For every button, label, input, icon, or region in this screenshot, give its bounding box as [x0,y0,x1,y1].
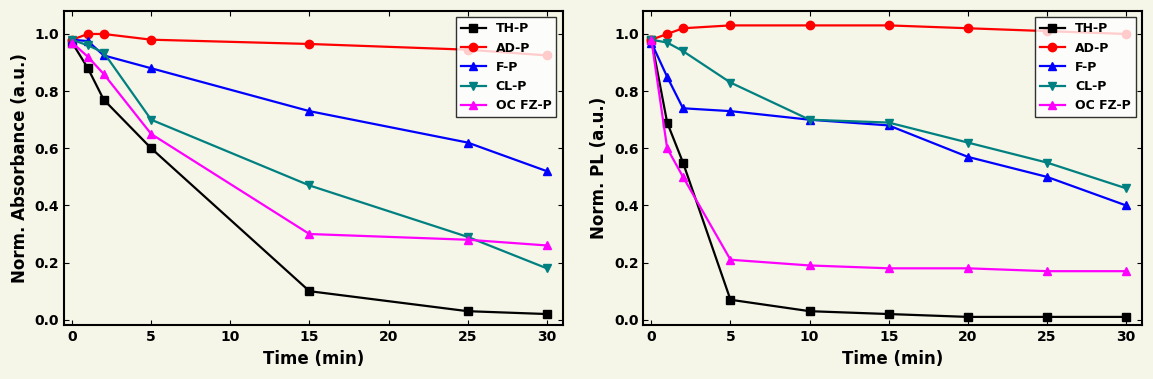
TH-P [882,312,896,316]
OC FZ-P [645,38,658,42]
OC FZ-P [960,266,974,271]
OC FZ-P [81,55,95,59]
TH-P [802,309,816,313]
AD-P [461,47,475,52]
AD-P [676,26,689,31]
AD-P [540,53,553,58]
AD-P [1120,32,1133,36]
CL-P [1040,160,1054,165]
OC FZ-P [802,263,816,268]
AD-P [661,32,675,36]
OC FZ-P [661,146,675,150]
F-P [1120,203,1133,208]
TH-P [461,309,475,313]
OC FZ-P [882,266,896,271]
CL-P [97,50,111,55]
CL-P [645,38,658,42]
Line: TH-P: TH-P [68,38,551,318]
OC FZ-P [724,257,738,262]
F-P [97,53,111,58]
Line: CL-P: CL-P [647,36,1130,193]
AD-P [802,23,816,28]
CL-P [882,120,896,125]
TH-P [144,146,158,150]
F-P [302,109,316,113]
X-axis label: Time (min): Time (min) [842,350,943,368]
F-P [661,75,675,79]
F-P [144,66,158,70]
AD-P [66,38,80,42]
TH-P [302,289,316,293]
Y-axis label: Norm. Absorbance (a.u.): Norm. Absorbance (a.u.) [12,53,29,283]
F-P [540,169,553,174]
CL-P [66,38,80,42]
OC FZ-P [676,175,689,179]
F-P [1040,175,1054,179]
CL-P [724,80,738,85]
OC FZ-P [1040,269,1054,273]
CL-P [302,183,316,188]
AD-P [724,23,738,28]
OC FZ-P [97,72,111,76]
F-P [802,117,816,122]
AD-P [645,38,658,42]
CL-P [1120,186,1133,191]
AD-P [302,42,316,46]
TH-P [960,315,974,319]
AD-P [81,32,95,36]
F-P [882,123,896,128]
Line: F-P: F-P [68,36,551,175]
TH-P [676,160,689,165]
AD-P [97,32,111,36]
Legend: TH-P, AD-P, F-P, CL-P, OC FZ-P: TH-P, AD-P, F-P, CL-P, OC FZ-P [455,17,557,117]
TH-P [1040,315,1054,319]
TH-P [540,312,553,316]
Line: AD-P: AD-P [68,30,551,60]
OC FZ-P [144,132,158,136]
Line: TH-P: TH-P [647,36,1130,321]
F-P [645,40,658,45]
AD-P [1040,29,1054,33]
TH-P [1120,315,1133,319]
AD-P [960,26,974,31]
Line: OC FZ-P: OC FZ-P [68,38,551,250]
Legend: TH-P, AD-P, F-P, CL-P, OC FZ-P: TH-P, AD-P, F-P, CL-P, OC FZ-P [1035,17,1136,117]
CL-P [144,117,158,122]
TH-P [66,40,80,45]
CL-P [802,117,816,122]
Line: F-P: F-P [647,38,1130,210]
TH-P [661,120,675,125]
TH-P [81,66,95,70]
Y-axis label: Norm. PL (a.u.): Norm. PL (a.u.) [590,97,609,240]
CL-P [81,43,95,48]
Line: AD-P: AD-P [647,21,1130,44]
OC FZ-P [461,238,475,242]
CL-P [661,40,675,45]
AD-P [882,23,896,28]
F-P [676,106,689,111]
TH-P [97,97,111,102]
CL-P [461,235,475,239]
Line: CL-P: CL-P [68,36,551,273]
OC FZ-P [540,243,553,248]
Line: OC FZ-P: OC FZ-P [647,36,1130,275]
OC FZ-P [1120,269,1133,273]
CL-P [960,140,974,145]
X-axis label: Time (min): Time (min) [263,350,364,368]
F-P [960,155,974,159]
F-P [66,38,80,42]
CL-P [540,266,553,271]
F-P [81,39,95,43]
TH-P [645,38,658,42]
F-P [461,140,475,145]
OC FZ-P [66,40,80,45]
OC FZ-P [302,232,316,236]
F-P [724,109,738,113]
CL-P [676,49,689,53]
AD-P [144,38,158,42]
TH-P [724,298,738,302]
